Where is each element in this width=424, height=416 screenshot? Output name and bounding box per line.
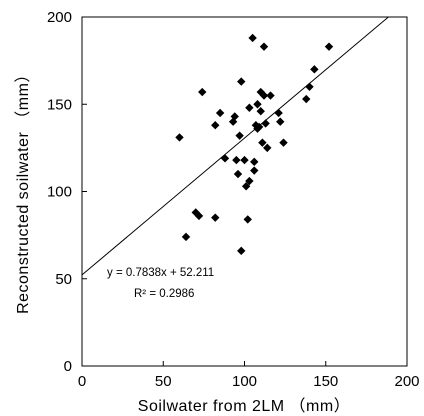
data-point bbox=[261, 119, 270, 128]
y-tick-label: 50 bbox=[55, 271, 72, 288]
data-point bbox=[305, 82, 314, 91]
data-point bbox=[215, 108, 225, 118]
data-point bbox=[237, 246, 246, 256]
data-point bbox=[324, 42, 334, 51]
data-point bbox=[237, 77, 246, 86]
data-point bbox=[198, 87, 207, 97]
data-point bbox=[233, 169, 243, 179]
plot-border bbox=[81, 16, 408, 367]
data-point bbox=[232, 155, 241, 165]
plot-frame bbox=[81, 16, 408, 367]
y-tick-label: 0 bbox=[64, 358, 72, 375]
data-point bbox=[266, 91, 275, 100]
data-point bbox=[220, 154, 230, 163]
data-point bbox=[310, 65, 319, 74]
data-point bbox=[194, 211, 204, 221]
y-axis-title: Reconstructed soilwater （mm） bbox=[14, 66, 32, 314]
data-point bbox=[253, 100, 262, 109]
trendline-equation: y = 0.7838x + 52.211 bbox=[107, 267, 214, 279]
data-point bbox=[243, 215, 252, 224]
data-point bbox=[302, 94, 311, 104]
data-point bbox=[181, 232, 191, 242]
data-point bbox=[211, 120, 220, 130]
data-point bbox=[248, 33, 257, 43]
y-tick-label: 150 bbox=[47, 96, 72, 113]
y-tick-label: 200 bbox=[47, 9, 72, 26]
data-point bbox=[256, 107, 265, 116]
data-point bbox=[245, 176, 254, 186]
data-point bbox=[241, 182, 251, 191]
data-point bbox=[240, 155, 249, 165]
y-axis-ticks: 0 50 100 150 200 bbox=[47, 9, 87, 375]
data-points bbox=[175, 33, 334, 256]
data-point bbox=[211, 213, 220, 222]
data-point bbox=[175, 133, 184, 142]
data-point bbox=[254, 122, 264, 132]
data-point bbox=[245, 103, 254, 112]
data-point bbox=[191, 208, 200, 217]
x-tick-label: 100 bbox=[232, 373, 257, 390]
data-point bbox=[230, 112, 239, 121]
data-point bbox=[258, 138, 267, 147]
x-tick-label: 200 bbox=[394, 373, 419, 390]
trendline-group bbox=[81, 16, 389, 276]
x-tick-label: 150 bbox=[313, 373, 338, 390]
data-point bbox=[228, 117, 238, 126]
data-point bbox=[263, 143, 272, 153]
trendline bbox=[81, 16, 389, 276]
data-point bbox=[250, 157, 259, 167]
x-axis-ticks: 0 50 100 150 200 bbox=[78, 361, 420, 390]
data-point bbox=[250, 166, 259, 175]
data-point bbox=[279, 138, 288, 147]
x-axis-title: Soilwater from 2LM （mm） bbox=[138, 397, 350, 415]
data-point bbox=[274, 108, 283, 118]
data-point bbox=[259, 91, 269, 100]
data-point bbox=[276, 117, 285, 126]
data-point bbox=[259, 42, 269, 51]
r-squared-label: R² = 0.2986 bbox=[134, 288, 194, 300]
data-point bbox=[235, 131, 244, 140]
x-tick-label: 50 bbox=[155, 373, 172, 390]
y-tick-label: 100 bbox=[47, 184, 72, 201]
x-tick-label: 0 bbox=[78, 373, 86, 390]
